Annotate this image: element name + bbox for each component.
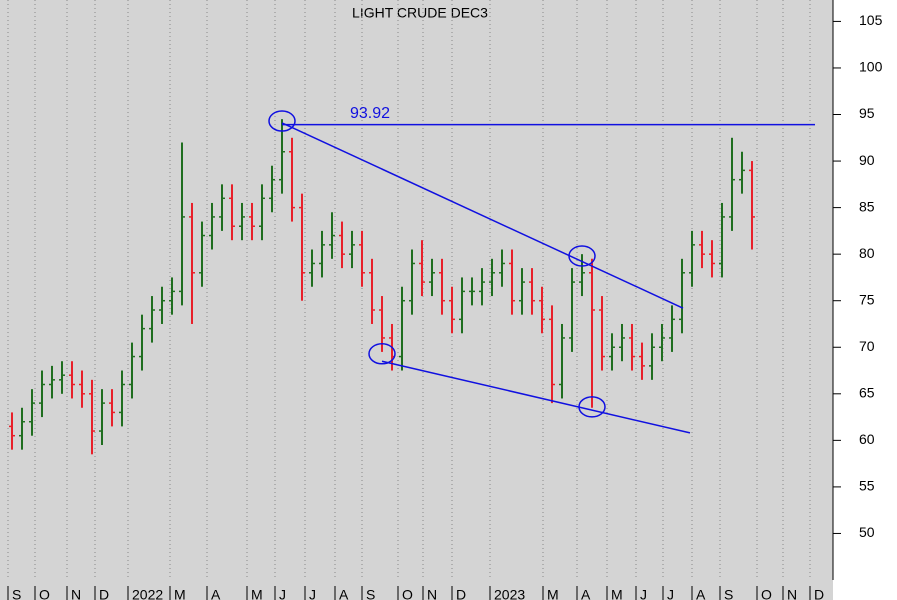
x-tick-label: S — [12, 587, 21, 600]
x-tick-label: N — [71, 587, 81, 600]
pivot-circle — [368, 343, 396, 365]
y-tick-label: 65 — [859, 385, 875, 401]
y-tick-label: 80 — [859, 245, 875, 261]
trendline — [281, 122, 684, 309]
x-tick-label: J — [667, 587, 674, 600]
y-tick-label: 60 — [859, 431, 875, 447]
plot-background — [0, 0, 833, 600]
x-tick-label: O — [761, 587, 772, 600]
x-tick-label: 2022 — [132, 587, 163, 600]
axis-background — [833, 0, 897, 600]
level-label: 93.92 — [350, 105, 390, 122]
y-tick-label: 70 — [859, 338, 875, 354]
y-tick-label: 95 — [859, 105, 875, 121]
x-tick-label: J — [279, 587, 286, 600]
x-tick-label: M — [251, 587, 263, 600]
x-tick-label: M — [611, 587, 623, 600]
y-tick-label: 50 — [859, 524, 875, 540]
y-tick-label: 55 — [859, 478, 875, 494]
trendline — [381, 360, 691, 434]
pivot-circle — [578, 396, 606, 418]
x-tick-label: M — [547, 587, 559, 600]
x-tick-label: N — [427, 587, 437, 600]
x-tick-label: M — [174, 587, 186, 600]
x-tick-label: D — [99, 587, 109, 600]
x-tick-label: N — [787, 587, 797, 600]
x-tick-label: O — [39, 587, 50, 600]
chart-title: LIGHT CRUDE DEC3 — [352, 5, 488, 21]
x-tick-label: A — [581, 587, 591, 600]
pivot-circle — [568, 245, 596, 267]
x-tick-label: D — [814, 587, 824, 600]
x-tick-label: D — [456, 587, 466, 600]
x-tick-label: A — [696, 587, 706, 600]
x-tick-label: A — [211, 587, 221, 600]
x-tick-label: J — [309, 587, 316, 600]
y-tick-label: 90 — [859, 152, 875, 168]
pivot-circle — [268, 110, 296, 132]
y-tick-label: 100 — [859, 59, 883, 75]
x-tick-label: S — [724, 587, 733, 600]
x-tick-label: J — [640, 587, 647, 600]
y-tick-label: 75 — [859, 291, 875, 307]
x-tick-label: 2023 — [494, 587, 525, 600]
y-tick-label: 105 — [859, 12, 883, 28]
y-tick-label: 85 — [859, 198, 875, 214]
x-tick-label: O — [402, 587, 413, 600]
x-tick-label: A — [339, 587, 349, 600]
x-tick-label: S — [366, 587, 375, 600]
